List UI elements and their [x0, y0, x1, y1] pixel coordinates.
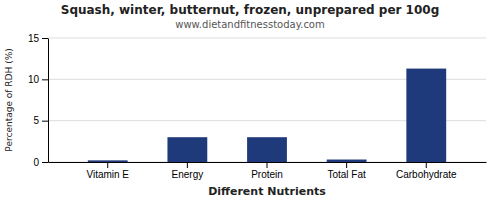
- x-tick: Energy: [172, 162, 204, 180]
- bars: [88, 69, 446, 162]
- y-tick: 0: [33, 157, 48, 168]
- y-axis-title: Percentage of RDH (%): [4, 48, 14, 151]
- chart-svg: Squash, winter, butternut, frozen, unpre…: [0, 0, 500, 200]
- x-axis-title: Different Nutrients: [208, 185, 326, 198]
- grid: [48, 38, 486, 162]
- x-tick: Carbohydrate: [396, 162, 457, 180]
- plot-area: Vitamin E Energy Protein Total Fat Carbohydr…: [28, 33, 487, 180]
- subtitle: www.dietandfitnesstoday.com: [175, 19, 324, 30]
- y-tick-line: [42, 79, 48, 80]
- x-tick-label: Total Fat: [327, 169, 366, 180]
- y-tick-label: 5: [33, 115, 39, 126]
- chart-container: Squash, winter, butternut, frozen, unpre…: [0, 0, 500, 200]
- x-tick-label: Protein: [251, 169, 283, 180]
- grid-line: [48, 38, 486, 39]
- x-tick-line: [187, 162, 188, 168]
- y-axis-line: [48, 39, 49, 163]
- x-tick-line: [346, 162, 347, 168]
- y-tick-label: 10: [28, 74, 40, 85]
- y-tick-line: [42, 121, 48, 122]
- x-tick-label: Energy: [172, 169, 204, 180]
- x-tick-line: [267, 162, 268, 168]
- bar: [247, 137, 287, 162]
- x-tick-label: Vitamin E: [86, 169, 129, 180]
- bar: [88, 160, 128, 162]
- bar: [167, 137, 207, 162]
- title: Squash, winter, butternut, frozen, unpre…: [61, 3, 440, 17]
- y-tick-label: 15: [28, 33, 40, 44]
- bar: [406, 69, 446, 162]
- bar: [327, 160, 367, 162]
- y-tick-label: 0: [33, 157, 39, 168]
- x-tick-label: Carbohydrate: [396, 169, 457, 180]
- y-tick-line: [42, 162, 48, 163]
- x-tick: Protein: [251, 162, 283, 180]
- y-tick: 5: [33, 115, 48, 126]
- x-tick-line: [426, 162, 427, 168]
- x-tick: Total Fat: [327, 162, 366, 180]
- y-axis: 0 5 10 15: [28, 33, 49, 168]
- x-tick: Vitamin E: [86, 162, 129, 180]
- x-axis: Vitamin E Energy Protein Total Fat Carbohydr…: [49, 162, 487, 180]
- y-tick: 10: [28, 74, 48, 85]
- y-tick: 15: [28, 33, 48, 44]
- x-tick-line: [107, 162, 108, 168]
- y-tick-line: [42, 38, 48, 39]
